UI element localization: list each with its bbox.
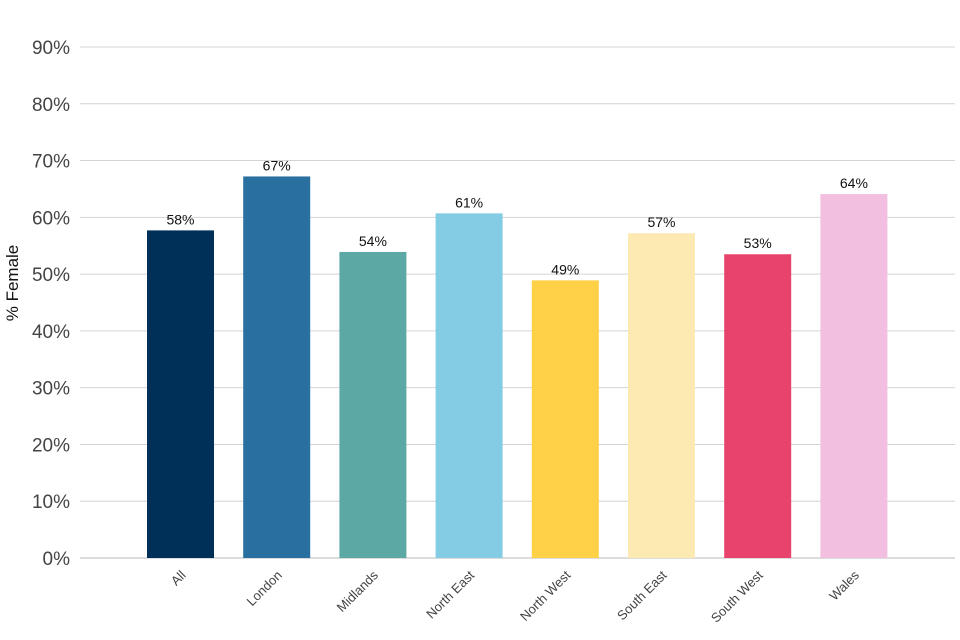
y-axis-ticks: 0% 10% 20% 30% 40% 50% 60% 70% 80% 90% [32,38,70,570]
gridlines [80,46,955,559]
bar [147,230,214,559]
bar [628,233,695,558]
category-label: All [168,567,189,588]
category-label: North West [517,567,574,624]
y-tick-label: 90% [32,38,70,59]
bars [147,176,888,559]
category-label: Wales [826,567,862,603]
x-axis-categories: All London Midlands North East North West Sou… [168,567,863,625]
data-label: 58% [166,211,194,227]
data-label: 49% [551,261,579,277]
category-label: South West [708,567,766,625]
category-label: North East [423,567,477,621]
data-label: 64% [840,175,868,191]
y-tick-label: 30% [32,379,70,400]
y-tick-label: 40% [32,322,70,343]
data-label: 61% [455,194,483,210]
category-label: Midlands [334,567,382,615]
bar [820,194,888,558]
category-label: London [244,568,285,609]
y-tick-label: 70% [32,152,70,173]
y-tick-label: 10% [32,492,70,513]
y-tick-label: 0% [43,549,71,570]
data-labels: 58% 67% 54% 61% 49% 57% 53% 64% [166,157,867,277]
bar [243,176,311,558]
category-label: South East [614,567,670,623]
y-axis-title: % Female [3,245,22,322]
data-label: 53% [744,235,772,251]
bar [339,251,407,558]
data-label: 67% [263,157,291,173]
data-label: 54% [359,233,387,249]
bar [531,280,599,558]
bar [724,254,792,558]
y-tick-label: 60% [32,208,70,229]
y-tick-label: 20% [32,435,70,456]
bar [435,213,503,558]
data-label: 57% [647,214,675,230]
y-tick-label: 50% [32,265,70,286]
y-tick-label: 80% [32,95,70,116]
